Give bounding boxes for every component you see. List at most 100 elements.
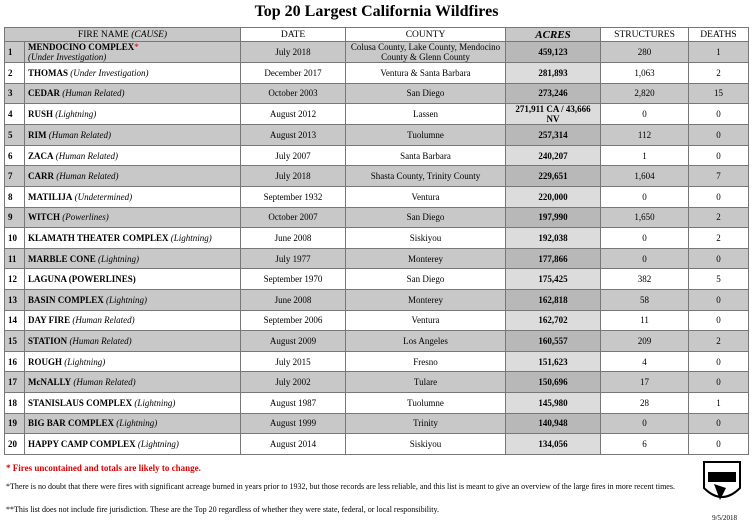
rank-cell: 15 — [4, 330, 25, 352]
deaths-cell: 1 — [688, 391, 750, 414]
structures-cell: 1,650 — [600, 206, 690, 229]
fire-name: LAGUNA (POWERLINES) — [28, 274, 136, 285]
structures-cell: 112 — [600, 124, 690, 146]
rank-cell: 9 — [4, 206, 25, 229]
header-text: (CAUSE) — [131, 29, 168, 40]
county-cell: Ventura & Santa Barbara — [345, 62, 507, 84]
table-row: 19 BIG BAR COMPLEX (Lightning) August 1999… — [4, 412, 750, 435]
fire-cause: (Human Related) — [48, 129, 111, 140]
deaths-cell: 2 — [688, 62, 750, 84]
acres-cell: 192,038 — [505, 227, 602, 249]
acres-cell: 140,948 — [505, 412, 602, 435]
structures-cell: 28 — [600, 391, 690, 414]
deaths-cell: 0 — [688, 103, 750, 126]
header-row: FIRE NAME (CAUSE) DATE COUNTY ACRES STRU… — [3, 27, 750, 42]
cal-fire-logo — [703, 461, 741, 500]
date-cell: September 1970 — [240, 268, 347, 290]
county-cell: San Diego — [345, 268, 507, 290]
rank-cell: 12 — [4, 268, 25, 290]
fire-name: STATION — [28, 335, 68, 346]
header-cell: STRUCTURES — [600, 27, 690, 42]
uncontained-marker: * — [134, 42, 139, 53]
fire-name: RIM — [28, 129, 47, 140]
date-cell: August 2009 — [240, 330, 347, 352]
structures-cell: 1 — [600, 144, 690, 167]
county-cell: Los Angeles — [345, 330, 507, 352]
table-row: 2 THOMAS (Under Investigation) December 20… — [4, 62, 750, 84]
fire-cause: (Lightning) — [55, 109, 97, 120]
county-cell: Colusa County, Lake County, Mendocino Co… — [345, 41, 507, 63]
date-cell: July 2002 — [240, 371, 347, 393]
county-cell: Fresno — [345, 350, 507, 373]
rank-cell: 3 — [4, 82, 25, 105]
date-cell: July 1977 — [240, 247, 347, 270]
fire-name: RUSH — [28, 109, 54, 120]
rank-cell: 11 — [4, 247, 25, 270]
name-cell: MENDOCINO COMPLEX* (Under Investigation) — [23, 41, 242, 63]
structures-cell: 0 — [600, 247, 690, 270]
table-row: 11 MARBLE CONE (Lightning) July 1977 Monter… — [4, 247, 750, 270]
structures-cell: 2,820 — [600, 82, 690, 105]
rank-cell: 14 — [4, 309, 25, 332]
fire-cause: (Powerlines) — [62, 212, 109, 223]
date-cell: December 2017 — [240, 62, 347, 84]
deaths-cell: 0 — [688, 412, 750, 435]
rank-cell: 19 — [4, 412, 25, 435]
structures-cell: 6 — [600, 433, 690, 455]
fire-cause: (Lightning) — [137, 438, 179, 449]
acres-cell: 459,123 — [505, 41, 602, 63]
county-cell: Ventura — [345, 309, 507, 332]
table-row: 15 STATION (Human Related) August 2009 Los … — [4, 330, 750, 352]
fire-cause: (Under Investigation) — [28, 52, 107, 62]
date-cell: August 2013 — [240, 124, 347, 146]
fire-name: ZACA — [28, 150, 54, 161]
deaths-cell: 0 — [688, 350, 750, 373]
fire-name: CEDAR — [28, 88, 61, 99]
county-cell: San Diego — [345, 82, 507, 105]
acres-cell: 220,000 — [505, 185, 602, 208]
name-cell: KLAMATH THEATER COMPLEX (Lightning) — [23, 227, 242, 249]
table-row: 6 ZACA (Human Related) July 2007 Santa Barb… — [4, 144, 750, 167]
acres-cell: 281,893 — [505, 62, 602, 84]
date-cell: July 2007 — [240, 144, 347, 167]
name-cell: DAY FIRE (Human Related) — [23, 309, 242, 332]
acres-cell: 151,623 — [505, 350, 602, 373]
fire-cause: (Lightning) — [98, 253, 140, 264]
rank-cell: 10 — [4, 227, 25, 249]
fire-name: MENDOCINO COMPLEX — [28, 42, 135, 53]
fire-name: THOMAS — [28, 67, 69, 78]
fire-cause: (Human Related) — [55, 150, 118, 161]
header-cell: FIRE NAME (CAUSE) — [3, 27, 242, 42]
name-cell: THOMAS (Under Investigation) — [23, 62, 242, 84]
date-cell: October 2003 — [240, 82, 347, 105]
fire-name: ROUGH — [28, 356, 63, 367]
rank-cell: 6 — [4, 144, 25, 167]
rank-cell: 5 — [4, 124, 25, 146]
fire-table: FIRE NAME (CAUSE) DATE COUNTY ACRES STRU… — [3, 27, 750, 455]
rank-cell: 7 — [4, 165, 25, 187]
date-cell: July 2018 — [240, 41, 347, 63]
table-row: 9 WITCH (Powerlines) October 2007 San Diego… — [4, 206, 750, 229]
table-row: 14 DAY FIRE (Human Related) September 2006… — [4, 309, 750, 332]
acres-cell: 273,246 — [505, 82, 602, 105]
structures-cell: 0 — [600, 412, 690, 435]
fire-cause: (Under Investigation) — [70, 67, 149, 78]
rank-cell: 18 — [4, 391, 25, 414]
rank-cell: 20 — [4, 433, 25, 455]
county-cell: Shasta County, Trinity County — [345, 165, 507, 187]
county-cell: Siskiyou — [345, 227, 507, 249]
header-cell: DEATHS — [688, 27, 750, 42]
acres-cell: 162,702 — [505, 309, 602, 332]
fire-cause: (Lightning) — [170, 232, 212, 243]
acres-cell: 271,911 CA / 43,666 NV — [505, 103, 602, 126]
date-cell: August 1987 — [240, 391, 347, 414]
fire-cause: (Human Related) — [69, 335, 132, 346]
fire-name: DAY FIRE — [28, 315, 71, 326]
table-row: 4 RUSH (Lightning) August 2012 Lassen 271,91… — [4, 103, 750, 126]
date-cell: August 2012 — [240, 103, 347, 126]
deaths-cell: 2 — [688, 206, 750, 229]
acres-cell: 134,056 — [505, 433, 602, 455]
acres-cell: 145,980 — [505, 391, 602, 414]
acres-cell: 257,314 — [505, 124, 602, 146]
county-cell: Monterey — [345, 288, 507, 311]
